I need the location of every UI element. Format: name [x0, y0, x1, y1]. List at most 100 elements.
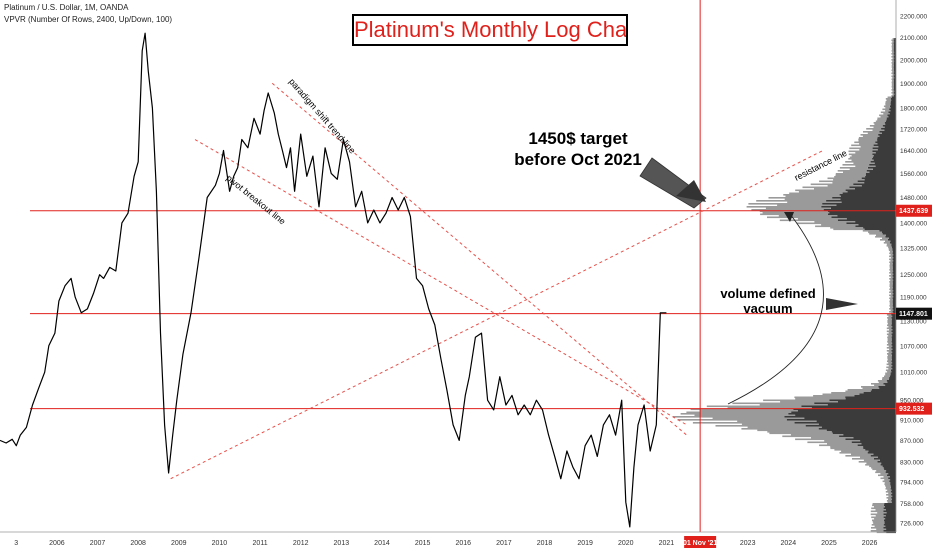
x-marker-tag [684, 536, 717, 548]
volume-bar-down [888, 116, 896, 118]
volume-bar-down [831, 431, 896, 433]
volume-bar-up [777, 204, 837, 207]
volume-bar-down [882, 233, 896, 235]
volume-bar-down [849, 186, 896, 189]
volume-bar-up [891, 56, 894, 58]
volume-bar-down [893, 75, 896, 78]
volume-bar-down [892, 248, 896, 250]
volume-bar-down [841, 201, 896, 204]
volume-bar-down [801, 405, 896, 408]
volume-bar-up [860, 456, 878, 459]
volume-bar-down [884, 519, 896, 522]
volume-bar-down [891, 501, 896, 504]
volume-bar-up [833, 228, 865, 231]
volume-bar-down [863, 227, 896, 229]
volume-bar-up [767, 216, 832, 219]
y-tick-label: 1900.000 [900, 81, 927, 88]
volume-bar-down [857, 180, 896, 183]
volume-bar-up [883, 242, 890, 244]
volume-bar-up [830, 446, 864, 448]
volume-bar-down [878, 386, 896, 388]
volume-bar-up [889, 258, 893, 261]
volume-bar-up [886, 363, 892, 366]
volume-bar-down [893, 45, 896, 48]
volume-bar-up [869, 125, 883, 127]
symbol-info: Platinum / U.S. Dollar, 1M, OANDA [4, 3, 129, 12]
volume-bar-up [807, 441, 852, 444]
y-tick-label: 794.000 [900, 480, 924, 487]
volume-bar-up [690, 408, 794, 411]
volume-bar-up [880, 473, 889, 475]
volume-bar-down [894, 68, 896, 70]
volume-bar-down [872, 147, 896, 150]
volume-bar-down [892, 495, 896, 498]
volume-bar-down [892, 365, 896, 367]
volume-bar-down [885, 120, 896, 123]
x-tick-label: 2021 [659, 540, 675, 547]
volume-bar-up [888, 492, 893, 495]
volume-bar-down [893, 270, 896, 273]
volume-bar-down [836, 204, 896, 207]
volume-bar-down [889, 378, 896, 381]
volume-bar-down [882, 465, 896, 468]
volume-bar-up [890, 287, 893, 289]
volume-bar-down [893, 273, 896, 276]
volume-bar-up [889, 272, 893, 274]
volume-bar-down [890, 104, 896, 106]
volume-bar-up [890, 270, 894, 273]
volume-bar-down [823, 209, 896, 211]
volume-bar-up [892, 71, 895, 73]
volume-bar-up [890, 290, 894, 292]
annotations: 1450$ target before Oct 2021 volume define… [224, 77, 858, 405]
volume-bar-up [886, 350, 892, 352]
volume-bar-down [891, 330, 896, 333]
x-tick-label: 2014 [374, 540, 390, 547]
volume-bar-down [894, 44, 896, 46]
volume-bar-down [893, 81, 896, 84]
volume-bar-up [860, 134, 879, 136]
volume-bar-up [859, 143, 878, 145]
volume-bar-up [871, 527, 884, 529]
annotation-text-5: pivot breakout line [224, 173, 287, 227]
volume-bar-down [886, 234, 896, 237]
volume-bar-down [891, 99, 896, 102]
volume-bar-up [692, 422, 795, 424]
volume-bar-down [892, 294, 896, 297]
volume-bar-down [854, 395, 896, 397]
volume-bar-down [893, 306, 896, 309]
volume-bar-up [891, 59, 894, 61]
volume-bar-up [769, 432, 833, 435]
volume-bar-down [892, 272, 896, 274]
volume-bar-up [887, 336, 892, 339]
volume-bar-down [837, 219, 896, 222]
volume-bar-up [845, 390, 871, 393]
x-tick-label: 2018 [537, 540, 553, 547]
y-tick-label: 870.000 [900, 438, 924, 445]
volume-bar-up [884, 479, 891, 481]
volume-bar-down [892, 315, 896, 318]
volume-bar-down [892, 291, 896, 294]
x-tick-label: 2026 [862, 540, 878, 547]
volume-bar-down [885, 525, 896, 528]
volume-bar-up [727, 407, 812, 409]
volume-bar-down [885, 515, 896, 517]
volume-bar-down [831, 207, 896, 210]
volume-bar-up [888, 326, 893, 328]
volume-bar-up [706, 405, 802, 408]
volume-bar-down [795, 414, 896, 417]
volume-bar-up [887, 338, 892, 340]
volume-bar-down [891, 497, 896, 499]
volume-bar-down [786, 419, 896, 421]
volume-bar-down [891, 341, 896, 343]
volume-bar-down [894, 87, 896, 90]
volume-bar-down [885, 506, 896, 508]
volume-bar-up [855, 165, 876, 168]
volume-bar-down [886, 119, 896, 121]
volume-bar-up [852, 458, 874, 460]
volume-bar-down [865, 176, 896, 178]
volume-bar-down [805, 425, 896, 427]
x-tick-label: 01 Nov '21 [683, 540, 717, 547]
volume-bar-down [832, 432, 896, 435]
volume-bar-down [890, 375, 896, 378]
